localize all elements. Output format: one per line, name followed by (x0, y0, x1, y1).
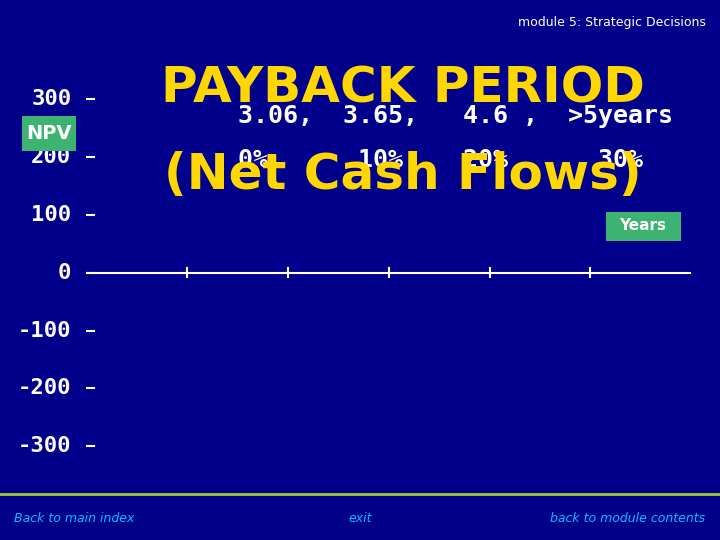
Text: 100: 100 (31, 205, 71, 225)
Text: exit: exit (348, 512, 372, 525)
Text: -300: -300 (18, 436, 71, 456)
Text: -100: -100 (18, 321, 71, 341)
Text: (Net Cash Flows): (Net Cash Flows) (164, 151, 642, 199)
Text: Back to main index: Back to main index (14, 512, 135, 525)
Text: back to module contents: back to module contents (551, 512, 706, 525)
Text: Years: Years (619, 218, 666, 233)
Text: 200: 200 (31, 147, 71, 167)
FancyBboxPatch shape (606, 212, 681, 241)
Text: 300: 300 (31, 89, 71, 109)
Text: 3.06,  3.65,   4.6 ,  >5years: 3.06, 3.65, 4.6 , >5years (238, 104, 672, 129)
Text: -200: -200 (18, 379, 71, 399)
Text: NPV: NPV (26, 124, 71, 143)
Text: module 5: Strategic Decisions: module 5: Strategic Decisions (518, 16, 706, 29)
Text: 0: 0 (58, 262, 71, 283)
Text: 0%      10%    20%      30%: 0% 10% 20% 30% (238, 148, 642, 172)
Text: PAYBACK PERIOD: PAYBACK PERIOD (161, 65, 645, 113)
